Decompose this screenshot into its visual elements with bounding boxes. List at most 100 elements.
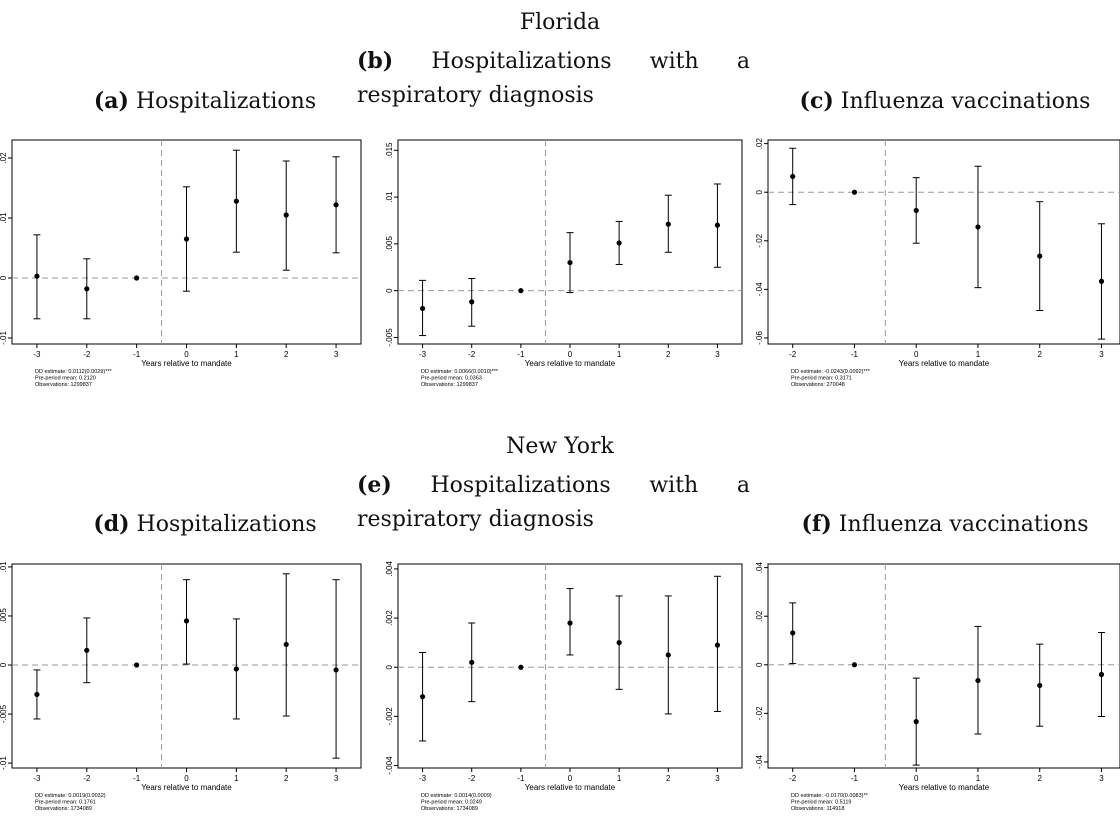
x-tick-label: -2: [83, 350, 91, 359]
x-tick-label: 0: [568, 350, 573, 359]
point-estimate: [913, 719, 919, 725]
point-estimate: [333, 667, 339, 673]
x-tick-label: 2: [666, 774, 671, 783]
plot-frame: [767, 563, 1120, 769]
estimate-note: Observations: 1734089: [35, 806, 92, 812]
point-estimate: [975, 677, 981, 684]
estimate-note: Observations: 1299837: [35, 382, 92, 388]
point-estimate: [567, 620, 573, 626]
x-axis-label: Years relative to mandate: [525, 783, 616, 792]
x-tick-label: 3: [715, 774, 720, 783]
panel-letter: (c): [799, 88, 834, 114]
estimate-note: Pre-period mean: 0.5119: [791, 800, 851, 806]
point-estimate: [469, 299, 475, 305]
x-tick-label: 0: [184, 774, 189, 783]
x-axis-label: Years relative to mandate: [899, 359, 990, 368]
x-axis-label: Years relative to mandate: [525, 359, 616, 368]
estimate-note: DD estimate: 0.0112(0.0029)***: [35, 369, 112, 375]
y-tick-label: .005: [385, 236, 394, 252]
y-tick-label: -.01: [0, 756, 8, 770]
chart-panel-d: -.01 -.005 0 .005 .01 -3 -2 -1 0 1 2 3 Years relativ…: [0, 561, 362, 812]
panel-title-c: (c) Influenza vaccinations: [770, 84, 1120, 119]
x-tick-label: -1: [851, 350, 859, 359]
x-tick-label: 3: [1099, 774, 1104, 783]
point-estimate: [134, 275, 140, 281]
x-tick-label: 1: [976, 350, 981, 359]
plot-frame: [767, 139, 1120, 345]
point-estimate: [283, 641, 289, 648]
point-estimate: [1098, 278, 1105, 284]
y-tick-label: .005: [0, 608, 8, 624]
x-tick-label: -2: [468, 774, 476, 783]
point-estimate: [851, 662, 858, 668]
point-estimate: [1037, 253, 1043, 259]
x-tick-label: 2: [1037, 774, 1042, 783]
chart-panel-c: -.06 -.04 -.02 0 .02 -2 -1 0 1 2 3 Years relative t…: [755, 138, 1120, 388]
y-tick-label: .01: [385, 191, 394, 203]
x-tick-label: -2: [468, 350, 476, 359]
point-estimate: [851, 189, 858, 195]
y-tick-label: -.02: [755, 706, 764, 720]
panel-title-text: Hospitalizations: [136, 512, 317, 537]
point-estimate: [518, 664, 524, 670]
point-estimate: [665, 652, 671, 658]
x-tick-label: -1: [517, 350, 525, 359]
x-tick-label: -1: [133, 774, 141, 783]
x-tick-label: 0: [184, 350, 189, 359]
estimate-note: Observations: 1734089: [421, 806, 478, 812]
estimate-note: DD estimate: -0.0243(0.0092)***: [791, 369, 871, 375]
y-tick-label: 0: [385, 664, 394, 669]
x-tick-label: 2: [284, 350, 289, 359]
point-estimate: [233, 666, 239, 672]
x-axis-label: Years relative to mandate: [899, 783, 990, 792]
point-estimate: [913, 207, 919, 214]
estimate-note: DD estimate: 0.0014(0.0009): [421, 793, 492, 799]
y-tick-label: .04: [755, 562, 764, 574]
panel-title-text: Influenza vaccinations: [838, 512, 1089, 537]
y-tick-label: .01: [0, 561, 8, 573]
point-estimate: [419, 305, 426, 312]
estimate-note: Observations: 270048: [791, 382, 845, 388]
panel-title-b: (b) Hospitalizations with a respiratory …: [357, 44, 750, 113]
point-estimate: [975, 224, 981, 230]
chart-panel-a: -.01 0 .01 .02 -3 -2 -1 0 1 2 3 Years relative to m…: [0, 139, 362, 388]
y-tick-label: 0: [0, 662, 8, 667]
panel-title-text: Influenza vaccinations: [840, 89, 1091, 114]
x-tick-label: 2: [666, 350, 671, 359]
x-axis-label: Years relative to mandate: [141, 783, 232, 792]
x-tick-label: 1: [617, 350, 622, 359]
x-tick-label: 2: [284, 774, 289, 783]
y-tick-label: .004: [385, 561, 394, 577]
estimate-note: Pre-period mean: 0.0363: [421, 376, 482, 382]
point-estimate: [1037, 682, 1043, 689]
point-estimate: [665, 221, 671, 227]
point-estimate: [567, 259, 573, 266]
panel-title-text: Hospitalizations with a respiratory diag…: [357, 49, 750, 108]
x-tick-label: -3: [33, 774, 41, 783]
point-estimate: [283, 212, 289, 218]
point-estimate: [84, 647, 90, 653]
point-estimate: [333, 202, 339, 208]
y-tick-label: -.005: [0, 704, 8, 723]
point-estimate: [518, 288, 524, 294]
y-tick-label: 0: [755, 189, 764, 194]
point-estimate: [34, 691, 40, 698]
chart-panel-b: -.005 0 .005 .01 .015 -3 -2 -1 0 1 2 3 Years relativ…: [385, 139, 743, 388]
y-tick-label: -.004: [385, 756, 394, 775]
x-tick-label: 3: [334, 774, 339, 783]
panel-title-a: (a) Hospitalizations: [60, 84, 350, 119]
x-tick-label: 3: [715, 350, 720, 359]
x-tick-label: -3: [419, 350, 427, 359]
x-tick-label: -1: [517, 774, 525, 783]
section-title-florida: Florida: [519, 10, 601, 35]
estimate-note: DD estimate: 0.0066(0.0010)***: [421, 369, 499, 375]
y-tick-label: -.002: [385, 707, 394, 726]
panel-title-text: Hospitalizations: [135, 89, 317, 114]
y-tick-label: .015: [385, 142, 394, 158]
y-tick-label: -.04: [755, 754, 764, 768]
point-estimate: [714, 222, 721, 228]
estimate-note: Pre-period mean: 0.1761: [35, 800, 96, 806]
x-tick-label: 0: [914, 350, 919, 359]
panel-title-e: (e) Hospitalizations with a respiratory …: [357, 468, 750, 537]
y-tick-label: .002: [385, 610, 394, 626]
